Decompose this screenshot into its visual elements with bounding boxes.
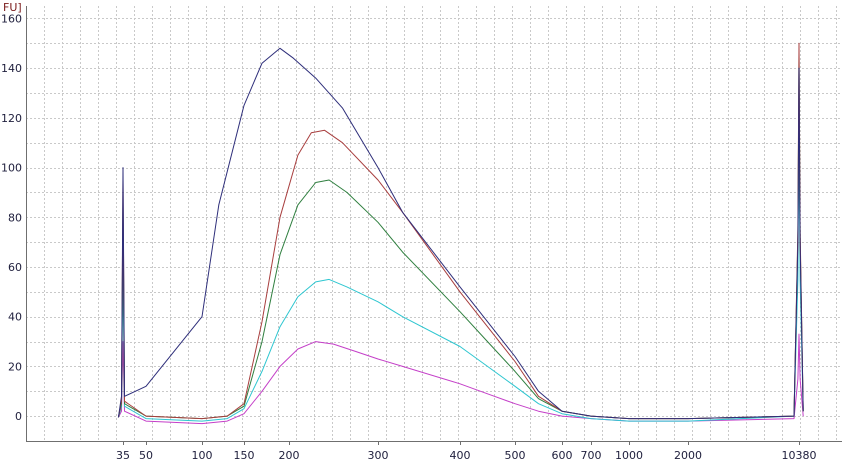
series-line-0 [117,47,804,420]
x-tick-label: 2000 [674,449,702,462]
x-tick-label: 1000 [615,449,643,462]
x-tick-label: 200 [279,449,300,462]
x-tick-label: 35 [116,449,130,462]
x-tick-label: 300 [368,449,389,462]
x-tick-label: 700 [581,449,602,462]
y-tick-label: 140 [1,62,22,75]
x-tick-label: 600 [552,449,573,462]
series-line-1 [117,42,804,420]
series-line-4 [117,333,804,425]
y-tick-label: 40 [8,311,22,324]
y-tick-label: 0 [15,410,22,423]
grid-lines [26,6,842,441]
y-tick-label: 120 [1,112,22,125]
series-line-2 [117,55,804,420]
y-tick-label: 160 [1,12,22,25]
axes [26,6,842,445]
x-tick-label: 150 [234,449,255,462]
y-unit-label: FU] [3,1,22,14]
y-tick-label: 80 [8,211,22,224]
x-tick-label: 500 [505,449,526,462]
tick-labels: 0 20 40 60 80 100 120 140 160 35 50 100 150 200 300 400… [1,12,817,462]
y-tick-label: 100 [1,162,22,175]
y-tick-label: 20 [8,360,22,373]
x-tick-label: 400 [450,449,471,462]
y-tick-label: 60 [8,261,22,274]
x-tick-label: 50 [139,449,153,462]
series-layer [117,42,804,425]
x-tick-label: 10380 [782,449,817,462]
x-tick-label: 100 [192,449,213,462]
series-line-3 [117,117,804,422]
